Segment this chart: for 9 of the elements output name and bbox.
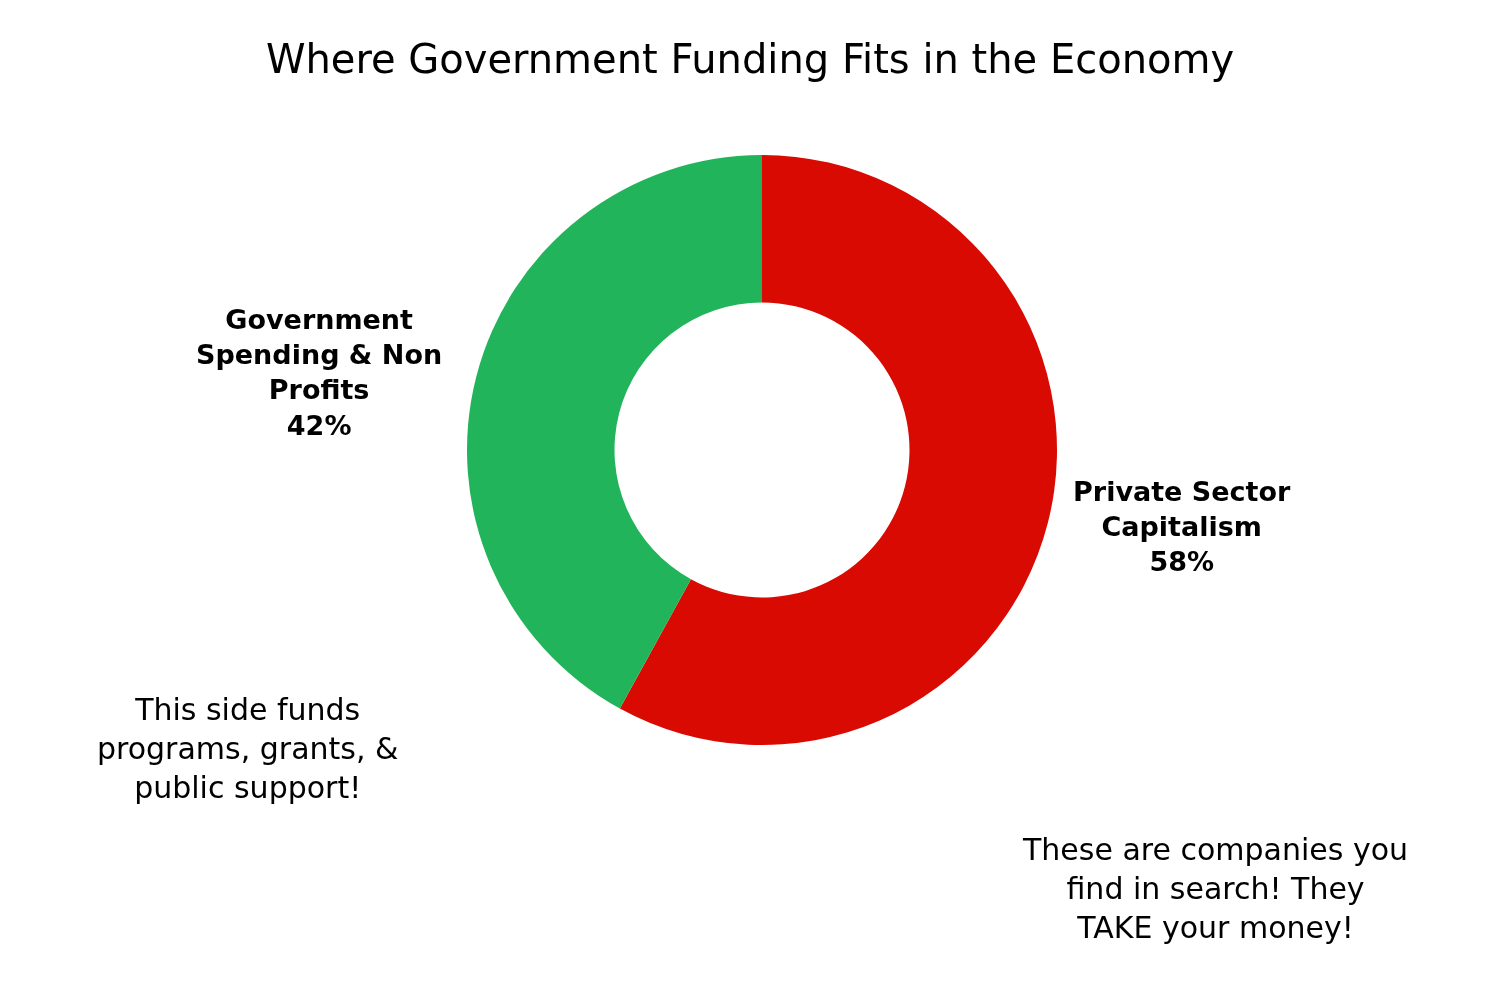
data-label: 58% <box>1149 546 1215 578</box>
text: This side funds programs, grants, & public support! <box>97 692 399 805</box>
donut-slice <box>619 155 1057 745</box>
text: These are companies you find in search! They TAKE your money! <box>1022 832 1409 945</box>
donut-slice <box>467 155 762 709</box>
chart-title: Where Government Funding Fits in the Economy <box>265 36 1235 82</box>
data-label: 42% <box>286 409 352 441</box>
slice-label: Private Sector Capitalism <box>1073 475 1292 542</box>
slice-label: Government Spending & Non Profits <box>196 304 443 406</box>
